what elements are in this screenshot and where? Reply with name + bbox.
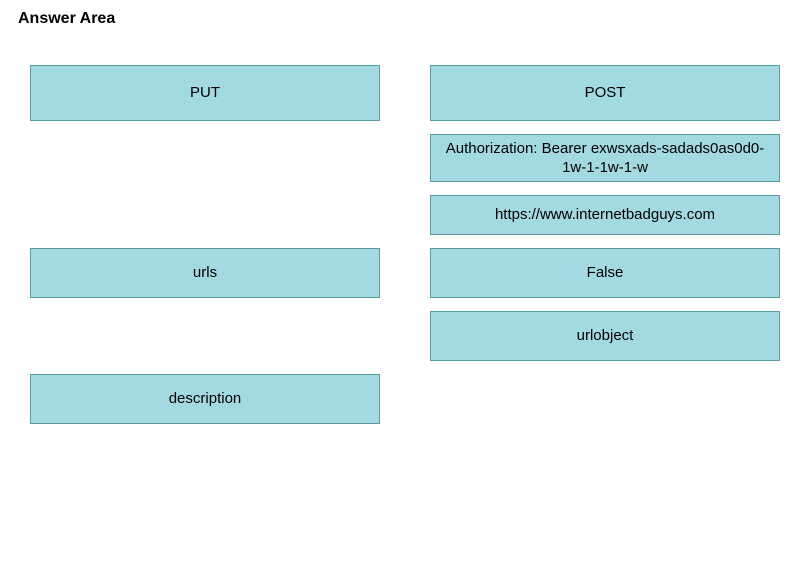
answer-box-post[interactable]: POST xyxy=(430,65,780,121)
answer-area-title: Answer Area xyxy=(18,10,115,28)
answer-box-urls[interactable]: urls xyxy=(30,248,380,298)
answer-box-urlobject[interactable]: urlobject xyxy=(430,311,780,361)
answer-box-url[interactable]: https://www.internetbadguys.com xyxy=(430,195,780,235)
answer-box-auth[interactable]: Authorization: Bearer exwsxads-sadads0as… xyxy=(430,134,780,182)
answer-box-description[interactable]: description xyxy=(30,374,380,424)
answer-box-put[interactable]: PUT xyxy=(30,65,380,121)
answer-box-false[interactable]: False xyxy=(430,248,780,298)
